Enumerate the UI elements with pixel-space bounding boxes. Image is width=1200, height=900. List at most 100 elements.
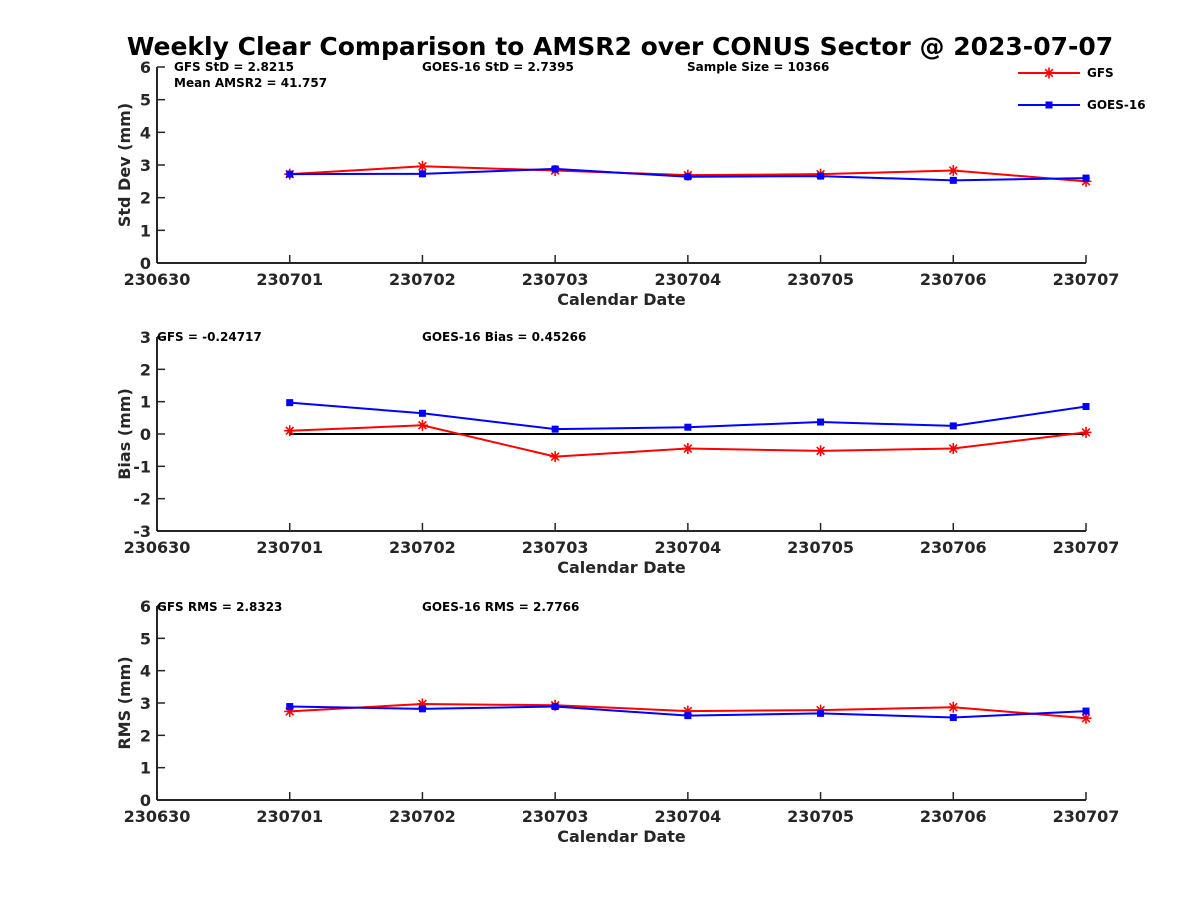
data-point-square bbox=[418, 170, 426, 178]
series-gfs bbox=[284, 419, 1092, 463]
x-tick-label: 230704 bbox=[654, 270, 721, 289]
data-point-asterisk bbox=[947, 165, 959, 177]
data-point-asterisk bbox=[1080, 712, 1092, 724]
data-point-square bbox=[418, 409, 426, 417]
y-tick-label: 6 bbox=[140, 597, 151, 616]
stat-annotation: GOES-16 RMS = 2.7766 bbox=[422, 600, 579, 614]
data-point-asterisk bbox=[682, 443, 694, 455]
series-goes-16 bbox=[286, 703, 1090, 722]
stat-annotation: Sample Size = 10366 bbox=[687, 60, 829, 74]
data-point-asterisk bbox=[416, 419, 428, 431]
x-tick-label: 230707 bbox=[1053, 270, 1120, 289]
x-tick-label: 230702 bbox=[389, 270, 456, 289]
data-point-asterisk bbox=[815, 445, 827, 457]
y-tick-label: 0 bbox=[140, 791, 151, 810]
x-axis-label: Calendar Date bbox=[557, 827, 686, 846]
stat-annotation: Mean AMSR2 = 41.757 bbox=[174, 76, 327, 90]
stat-annotation: GFS = -0.24717 bbox=[157, 330, 262, 344]
data-point-square bbox=[551, 425, 559, 433]
x-tick-label: 230703 bbox=[522, 807, 589, 826]
panel-2: -3 -2 -1 0 1 2 3 230630 230701 230702 230703 230704… bbox=[115, 328, 1119, 577]
panel-3: 0 1 2 3 4 5 6 230630 230701 230702 230703 230704 230… bbox=[115, 597, 1119, 846]
y-tick-label: 2 bbox=[140, 189, 151, 208]
data-point-square bbox=[684, 173, 692, 181]
data-point-asterisk bbox=[947, 701, 959, 713]
legend-entry-gfs: GFS bbox=[1018, 66, 1114, 80]
x-tick-label: 230704 bbox=[654, 538, 721, 557]
y-tick-label: 3 bbox=[140, 328, 151, 347]
legend-marker-square bbox=[1045, 101, 1053, 109]
panel-1: 0 1 2 3 4 5 6 230630 230701 230702 230703 230704 230… bbox=[115, 58, 1119, 309]
y-tick-label: 4 bbox=[140, 662, 151, 681]
data-point-square bbox=[286, 703, 294, 711]
y-tick-label: 2 bbox=[140, 726, 151, 745]
data-point-asterisk bbox=[947, 443, 959, 455]
data-point-square bbox=[817, 418, 825, 426]
x-tick-label: 230701 bbox=[256, 270, 323, 289]
y-tick-label: 3 bbox=[140, 156, 151, 175]
y-tick-label: -3 bbox=[133, 522, 151, 541]
legend-marker-asterisk bbox=[1043, 67, 1055, 79]
x-tick-label: 230706 bbox=[920, 807, 987, 826]
data-point-square bbox=[418, 705, 426, 713]
data-point-square bbox=[684, 423, 692, 431]
x-tick-label: 230702 bbox=[389, 807, 456, 826]
y-tick-label: 1 bbox=[140, 759, 151, 778]
x-tick-label: 230706 bbox=[920, 270, 987, 289]
x-tick-label: 230703 bbox=[522, 538, 589, 557]
data-point-square bbox=[949, 714, 957, 722]
data-point-square bbox=[286, 399, 294, 407]
x-tick-label: 230701 bbox=[256, 807, 323, 826]
y-tick-label: 2 bbox=[140, 360, 151, 379]
data-point-asterisk bbox=[416, 160, 428, 172]
y-tick-label: 1 bbox=[140, 393, 151, 412]
series-goes-16 bbox=[286, 165, 1090, 184]
data-point-square bbox=[1082, 174, 1090, 182]
x-tick-label: 230630 bbox=[124, 270, 191, 289]
y-tick-label: 5 bbox=[140, 629, 151, 648]
x-tick-label: 230630 bbox=[124, 538, 191, 557]
y-tick-label: -2 bbox=[133, 490, 151, 509]
y-tick-label: 0 bbox=[140, 254, 151, 273]
x-tick-label: 230705 bbox=[787, 270, 854, 289]
legend-label: GFS bbox=[1087, 66, 1114, 80]
data-point-asterisk bbox=[549, 451, 561, 463]
y-tick-label: 5 bbox=[140, 91, 151, 110]
y-axis-label: RMS (mm) bbox=[115, 656, 134, 749]
data-point-square bbox=[817, 709, 825, 717]
x-tick-label: 230630 bbox=[124, 807, 191, 826]
data-point-square bbox=[1082, 403, 1090, 411]
series-gfs bbox=[284, 698, 1092, 724]
x-tick-label: 230701 bbox=[256, 538, 323, 557]
y-tick-label: -1 bbox=[133, 457, 151, 476]
y-tick-label: 6 bbox=[140, 58, 151, 77]
data-point-asterisk bbox=[284, 425, 296, 437]
data-point-square bbox=[684, 712, 692, 720]
legend-entry-goes-16: GOES-16 bbox=[1018, 98, 1146, 112]
y-tick-label: 0 bbox=[140, 425, 151, 444]
x-tick-label: 230705 bbox=[787, 807, 854, 826]
stat-annotation: GFS StD = 2.8215 bbox=[174, 60, 294, 74]
data-point-square bbox=[1082, 707, 1090, 715]
x-axis-label: Calendar Date bbox=[557, 290, 686, 309]
data-point-square bbox=[949, 422, 957, 430]
y-tick-label: 4 bbox=[140, 123, 151, 142]
x-tick-label: 230707 bbox=[1053, 538, 1120, 557]
stat-annotation: GOES-16 Bias = 0.45266 bbox=[422, 330, 586, 344]
x-tick-label: 230706 bbox=[920, 538, 987, 557]
data-point-square bbox=[817, 172, 825, 180]
y-tick-label: 3 bbox=[140, 694, 151, 713]
x-tick-label: 230705 bbox=[787, 538, 854, 557]
x-tick-label: 230703 bbox=[522, 270, 589, 289]
series-goes-16 bbox=[286, 399, 1090, 433]
data-point-square bbox=[551, 165, 559, 173]
y-tick-label: 1 bbox=[140, 221, 151, 240]
data-point-square bbox=[551, 703, 559, 711]
data-point-square bbox=[286, 170, 294, 178]
legend-label: GOES-16 bbox=[1087, 98, 1146, 112]
data-point-asterisk bbox=[1080, 426, 1092, 438]
x-tick-label: 230704 bbox=[654, 807, 721, 826]
data-point-square bbox=[949, 176, 957, 184]
